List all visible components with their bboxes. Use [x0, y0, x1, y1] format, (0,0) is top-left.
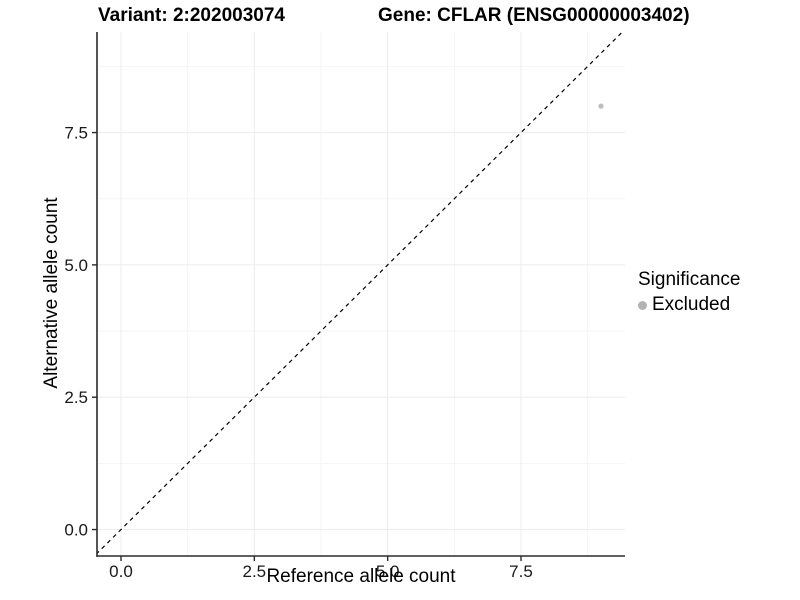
legend-title: Significance: [638, 269, 741, 290]
svg-text:7.5: 7.5: [64, 124, 88, 143]
y-axis-title: Alternative allele count: [41, 197, 62, 389]
legend-item-label: Excluded: [652, 294, 731, 315]
variant-title: Variant: 2:202003074: [98, 5, 285, 26]
svg-text:0.0: 0.0: [109, 562, 133, 581]
x-axis-title: Reference allele count: [266, 566, 456, 587]
legend: Significance Excluded: [638, 269, 740, 316]
gene-title: Gene: CFLAR (ENSG00000003402): [378, 5, 690, 26]
svg-text:5.0: 5.0: [64, 256, 88, 275]
svg-text:5.0: 5.0: [376, 562, 400, 581]
svg-text:2.5: 2.5: [64, 388, 88, 407]
svg-text:0.0: 0.0: [64, 521, 88, 540]
excluded-point-icon: [638, 300, 647, 310]
legend-item-excluded: Excluded: [638, 294, 740, 316]
svg-text:7.5: 7.5: [509, 562, 533, 581]
svg-text:2.5: 2.5: [243, 562, 267, 581]
